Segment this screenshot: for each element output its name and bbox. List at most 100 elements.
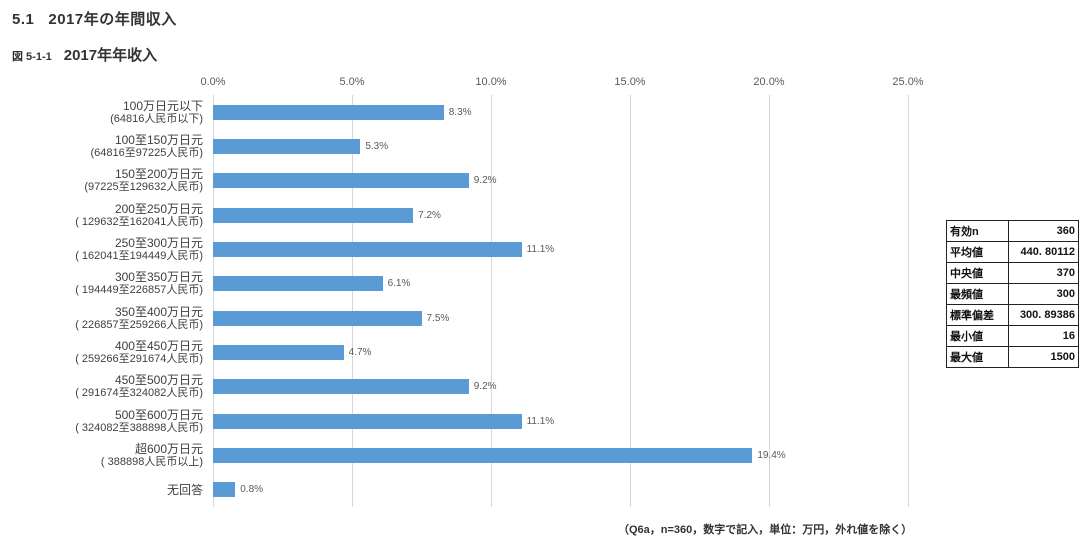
category-line1: 450至500万日元 <box>114 373 203 388</box>
bar-value-label: 19.4% <box>757 449 786 461</box>
bar-track: 6.1% <box>213 267 908 301</box>
category-line2: ( 194449至226857人民币) <box>75 284 203 297</box>
category-line1: 350至400万日元 <box>114 304 203 319</box>
x-axis-tick-label: 10.0% <box>475 76 507 88</box>
category-line2: ( 129632至162041人民币) <box>75 215 203 228</box>
figure-label: 図 5-1-1 <box>12 51 52 63</box>
category-line1: 200至250万日元 <box>114 201 203 216</box>
x-axis-tick-label: 5.0% <box>339 76 365 88</box>
bar <box>213 310 422 326</box>
category-label: 150至200万日元 (97225至129632人民币) <box>0 167 213 194</box>
category-label: 无回答 <box>0 483 213 497</box>
category-line1: 300至350万日元 <box>114 270 203 285</box>
bar-chart: 0.0% 5.0% 10.0% 15.0% 20.0% 25.0% 100万日元… <box>0 72 940 512</box>
bar-row: 350至400万日元 ( 226857至259266人民币) 7.5% <box>0 301 940 335</box>
category-line2: (97225至129632人民币) <box>84 181 203 194</box>
bar <box>213 276 383 292</box>
bar-row: 150至200万日元 (97225至129632人民币) 9.2% <box>0 164 940 198</box>
bar-row: 100至150万日元 (64816至97225人民币) 5.3% <box>0 129 940 163</box>
gridline <box>769 95 770 507</box>
category-label: 200至250万日元 ( 129632至162041人民币) <box>0 202 213 229</box>
bar <box>213 173 469 189</box>
x-axis-tick-label: 20.0% <box>753 76 785 88</box>
stat-value: 440. 80112 <box>1008 241 1079 263</box>
stat-value: 16 <box>1008 325 1079 347</box>
stat-label: 有効n <box>946 220 1009 242</box>
bar <box>213 241 522 257</box>
plot-gridlines <box>213 95 909 507</box>
bar <box>213 344 344 360</box>
stat-label: 平均値 <box>946 241 1009 263</box>
category-label: 500至600万日元 ( 324082至388898人民币) <box>0 408 213 435</box>
bar <box>213 207 414 223</box>
bar-row: 250至300万日元 ( 162041至194449人民币) 11.1% <box>0 232 940 266</box>
bar <box>213 447 753 463</box>
category-line2: ( 259266至291674人民币) <box>75 352 203 365</box>
section-title-text: 2017年の年間収入 <box>48 11 177 28</box>
category-line1: 100至150万日元 <box>114 132 203 147</box>
category-line1: 500至600万日元 <box>114 407 203 422</box>
bar-track: 9.2% <box>213 164 908 198</box>
x-axis-tick-label: 15.0% <box>614 76 646 88</box>
stat-value: 370 <box>1008 262 1079 284</box>
gridline <box>908 95 909 507</box>
bar-value-label: 0.8% <box>240 484 264 496</box>
stats-row: 中央値 370 <box>946 262 1079 284</box>
bar-row: 无回答 0.8% <box>0 473 940 507</box>
category-label: 300至350万日元 ( 194449至226857人民币) <box>0 270 213 297</box>
bar-track: 11.1% <box>213 404 908 438</box>
category-line2: ( 291674至324082人民币) <box>75 387 203 400</box>
bar <box>213 379 469 395</box>
category-label: 超600万日元 ( 388898人民币以上) <box>0 442 213 469</box>
bar-track: 4.7% <box>213 335 908 369</box>
bar-row: 100万日元以下 (64816人民币以下) 8.3% <box>0 95 940 129</box>
bar <box>213 138 361 154</box>
category-line2: (64816至97225人民币) <box>90 146 203 159</box>
category-line1: 250至300万日元 <box>114 235 203 250</box>
bar-row: 450至500万日元 ( 291674至324082人民币) 9.2% <box>0 370 940 404</box>
bar <box>213 413 522 429</box>
category-label: 250至300万日元 ( 162041至194449人民币) <box>0 236 213 263</box>
gridline <box>630 95 631 507</box>
category-label: 400至450万日元 ( 259266至291674人民币) <box>0 339 213 366</box>
stat-label: 最大値 <box>946 346 1009 368</box>
gridline <box>491 95 492 507</box>
gridline <box>352 95 353 507</box>
bar-row: 300至350万日元 ( 194449至226857人民币) 6.1% <box>0 267 940 301</box>
bar-value-label: 8.3% <box>448 106 472 118</box>
bar-row: 400至450万日元 ( 259266至291674人民币) 4.7% <box>0 335 940 369</box>
category-line1: 无回答 <box>166 482 203 497</box>
stats-row: 有効n 360 <box>946 220 1079 242</box>
x-axis: 0.0% 5.0% 10.0% 15.0% 20.0% 25.0% <box>200 76 923 90</box>
stat-value: 1500 <box>1008 346 1079 368</box>
bar-value-label: 4.7% <box>348 346 372 358</box>
stat-label: 中央値 <box>946 262 1009 284</box>
bar-value-label: 6.1% <box>387 278 411 290</box>
category-line2: ( 226857至259266人民币) <box>75 318 203 331</box>
figure-title: 2017年年收入 <box>63 47 158 64</box>
section-title: 5.1 2017年の年間収入 <box>12 8 177 29</box>
stat-label: 標準偏差 <box>946 304 1009 326</box>
stats-row: 標準偏差 300. 89386 <box>946 304 1079 326</box>
x-axis-tick-label: 0.0% <box>200 76 226 88</box>
bar-track: 7.5% <box>213 301 908 335</box>
category-line1: 150至200万日元 <box>114 167 203 182</box>
stat-value: 300. 89386 <box>1008 304 1079 326</box>
stat-value: 300 <box>1008 283 1079 305</box>
bar-track: 19.4% <box>213 438 908 472</box>
bar-value-label: 5.3% <box>365 140 389 152</box>
category-line2: ( 162041至194449人民币) <box>75 249 203 262</box>
bar-value-label: 11.1% <box>526 415 555 427</box>
bar-track: 5.3% <box>213 129 908 163</box>
stats-row: 最頻値 300 <box>946 283 1079 305</box>
category-line1: 400至450万日元 <box>114 338 203 353</box>
category-line1: 超600万日元 <box>134 441 203 456</box>
stats-table: 有効n 360 平均値 440. 80112 中央値 370 最頻値 300 標… <box>946 220 1079 368</box>
stats-row: 最小値 16 <box>946 325 1079 347</box>
bar-row: 超600万日元 ( 388898人民币以上) 19.4% <box>0 438 940 472</box>
bar-track: 0.8% <box>213 473 908 507</box>
stat-label: 最小値 <box>946 325 1009 347</box>
category-line2: ( 388898人民币以上) <box>100 455 203 468</box>
bar-track: 7.2% <box>213 198 908 232</box>
category-line2: ( 324082至388898人民币) <box>75 421 203 434</box>
